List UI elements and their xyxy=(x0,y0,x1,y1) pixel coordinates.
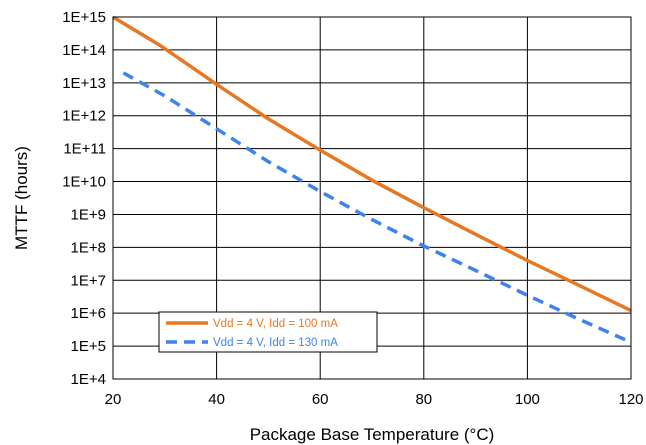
legend-label-100ma: Vdd = 4 V, Idd = 100 mA xyxy=(213,318,338,330)
y-tick-label: 1E+5 xyxy=(71,338,106,355)
y-axis-title: MTTF (hours) xyxy=(12,146,31,250)
x-tick-label: 60 xyxy=(312,391,329,408)
x-tick-labels: 20 40 60 80 100 120 xyxy=(105,391,644,408)
x-tick-label: 100 xyxy=(515,391,540,408)
y-tick-label: 1E+4 xyxy=(71,371,106,388)
plot-frame xyxy=(112,16,632,380)
x-tick-label: 20 xyxy=(105,391,122,408)
x-tick-label: 80 xyxy=(415,391,432,408)
y-tick-label: 1E+11 xyxy=(63,141,106,158)
series-line-100ma xyxy=(112,15,632,313)
y-tick-label: 1E+13 xyxy=(62,75,106,92)
y-tick-label: 1E+6 xyxy=(71,305,106,322)
legend-label-130ma: Vdd = 4 V, Idd = 130 mA xyxy=(213,337,338,349)
legend-box xyxy=(158,311,378,353)
x-tick-label: 40 xyxy=(208,391,225,408)
y-tick-label: 1E+14 xyxy=(62,42,106,59)
x-axis-title: Package Base Temperature (°C) xyxy=(250,425,495,444)
y-tick-label: 1E+7 xyxy=(71,272,106,289)
y-tick-label: 1E+12 xyxy=(62,108,106,125)
x-tick-label: 120 xyxy=(618,391,643,408)
y-tick-label: 1E+8 xyxy=(71,239,106,256)
y-tick-label: 1E+10 xyxy=(62,174,106,191)
y-tick-labels: 1E+4 1E+5 1E+6 1E+7 1E+8 1E+9 1E+10 1E+11 1E+12 1… xyxy=(62,9,106,388)
legend: Vdd = 4 V, Idd = 100 mA Vdd = 4 V, Idd =… xyxy=(158,311,378,353)
series-lines xyxy=(112,15,632,344)
series-line-130ma xyxy=(122,71,632,344)
y-tick-label: 1E+15 xyxy=(62,9,106,26)
y-tick-label: 1E+9 xyxy=(71,206,106,223)
